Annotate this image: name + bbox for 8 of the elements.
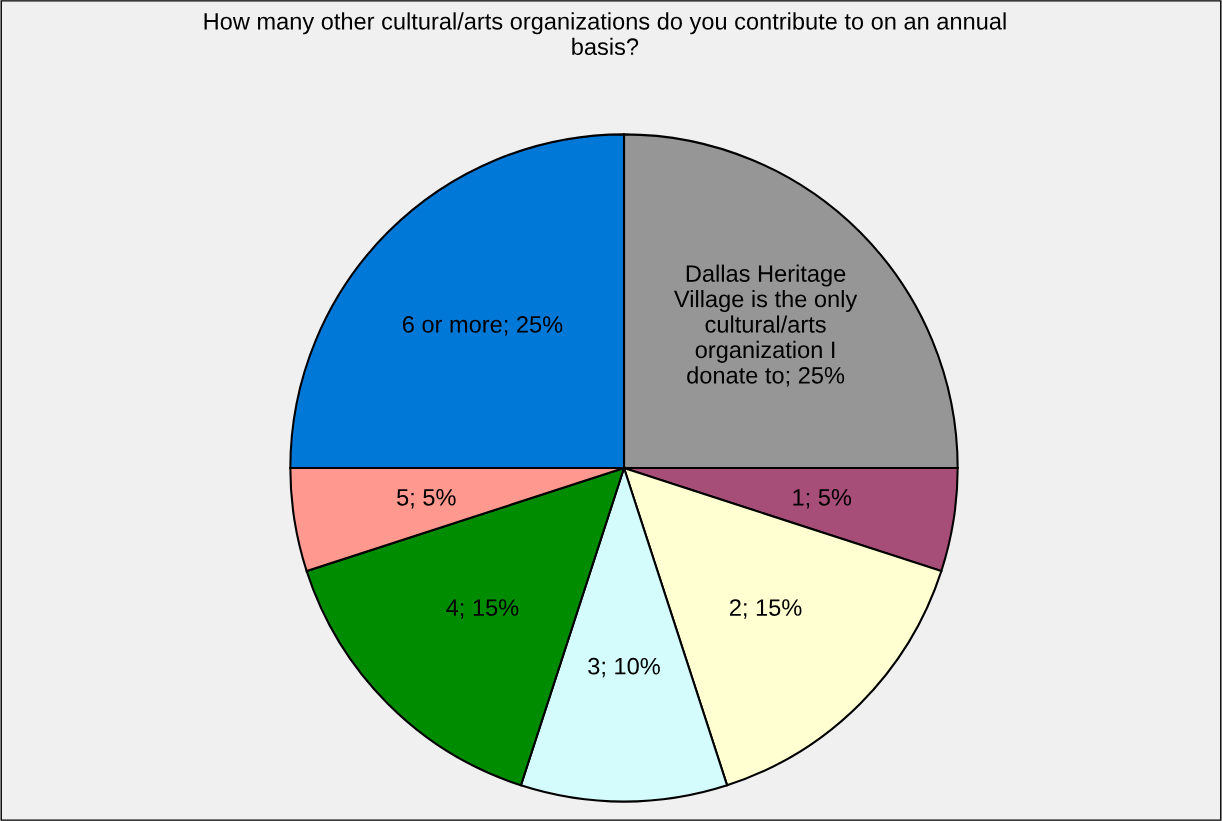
slice-label: 2; 15% xyxy=(730,599,802,619)
slice-label: 4; 15% xyxy=(446,599,519,619)
slice-label: 5; 5% xyxy=(397,489,456,509)
slice-label: 1; 5% xyxy=(793,489,852,509)
slice-label: 3; 10% xyxy=(588,657,660,678)
slice-label: 6 or more; 25% xyxy=(402,316,563,336)
chart-title: How many other cultural/arts organizations do you contribute to on an annual basis? xyxy=(204,12,1006,56)
slice-label: Dallas Heritage Village is the only cultural/arts organization I donate to; 25% xyxy=(674,264,858,387)
